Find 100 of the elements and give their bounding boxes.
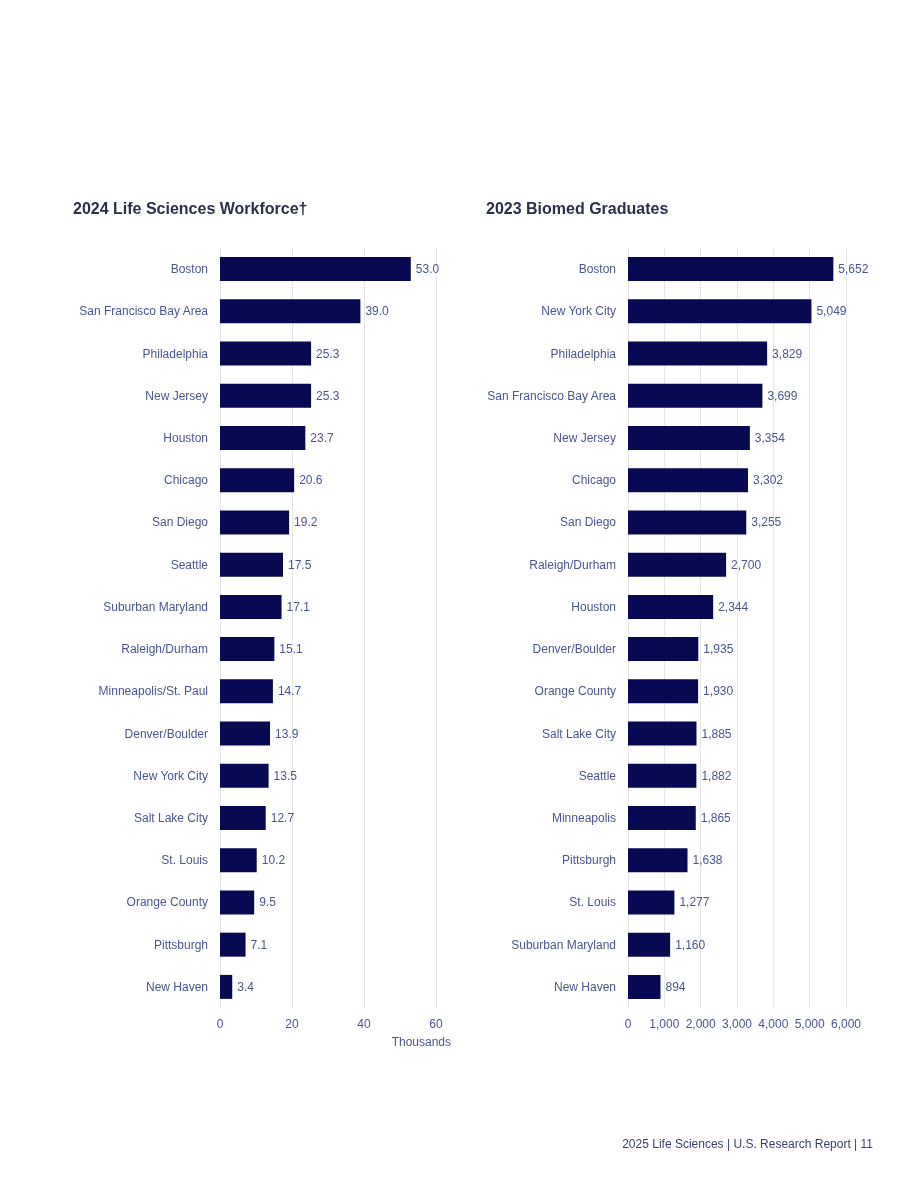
bar (220, 426, 306, 450)
bar (220, 341, 312, 366)
data-label: 1,638 (692, 853, 723, 868)
data-label: 19.2 (294, 515, 318, 530)
bar (628, 426, 750, 450)
bar (628, 721, 697, 746)
bar (628, 637, 699, 662)
bar (628, 890, 675, 915)
y-tick-label: Seattle (170, 557, 209, 572)
data-label: 1,160 (675, 937, 706, 952)
y-tick-label: New Haven (145, 979, 208, 994)
bar (220, 721, 271, 746)
bar (628, 468, 748, 493)
x-tick-label: 0 (216, 1017, 224, 1031)
bar (628, 806, 696, 830)
y-tick-label: Pittsburgh (561, 853, 616, 868)
y-tick-label: Houston (571, 599, 616, 614)
data-label: 1,930 (703, 684, 734, 699)
bar (220, 510, 290, 535)
data-label: 1,865 (700, 811, 732, 825)
data-label: 2,700 (731, 557, 762, 572)
bar (220, 468, 295, 493)
y-tick-label: Denver/Boulder (124, 726, 208, 741)
y-tick-label: New Jersey (553, 431, 616, 445)
data-label: 5,652 (838, 262, 869, 277)
bar (220, 932, 246, 957)
chart-title: 2024 Life Sciences Workforce† (73, 199, 308, 217)
data-label: 25.3 (316, 388, 340, 403)
bar (220, 763, 269, 788)
y-tick-label: Seattle (578, 768, 617, 783)
data-label: 13.5 (273, 768, 298, 783)
data-label: 15.1 (279, 642, 304, 657)
bar (220, 890, 255, 915)
y-tick-label: St. Louis (569, 895, 616, 910)
x-tick-label: 3,000 (721, 1017, 753, 1031)
bar (220, 299, 361, 324)
data-label: 25.3 (316, 346, 340, 361)
data-label: 12.7 (270, 811, 295, 825)
bar (220, 974, 233, 999)
data-label: 894 (665, 979, 686, 994)
x-tick-label: 20 (285, 1017, 299, 1031)
bar (220, 679, 273, 704)
y-tick-label: New Haven (553, 979, 616, 994)
y-tick-label: Suburban Maryland (103, 599, 208, 614)
bar (628, 383, 763, 408)
bar (628, 510, 747, 535)
data-label: 3,354 (754, 431, 786, 445)
data-label: 39.0 (365, 304, 390, 319)
text: 2025 Life Sciences | U.S. Research Report | 11 (622, 1137, 874, 1151)
x-tick-label: 40 (357, 1017, 371, 1031)
data-label: 7.1 (250, 937, 268, 952)
y-tick-label: Boston (578, 262, 616, 277)
data-label: 23.7 (310, 431, 334, 445)
y-tick-label: San Francisco Bay Area (79, 304, 209, 319)
data-label: 3,829 (772, 346, 803, 361)
data-label: 17.1 (286, 599, 311, 614)
x-tick-label: 60 (429, 1017, 443, 1031)
y-tick-label: Minneapolis (551, 811, 616, 825)
y-tick-label: Orange County (534, 684, 616, 699)
bar (628, 552, 727, 577)
y-tick-label: Minneapolis/St. Paul (98, 684, 208, 699)
y-tick-label: Denver/Boulder (532, 642, 616, 657)
y-tick-label: San Francisco Bay Area (487, 388, 617, 403)
bar (220, 594, 282, 619)
y-tick-label: St. Louis (161, 853, 208, 868)
data-label: 13.9 (275, 726, 299, 741)
bar (628, 299, 812, 324)
bar (628, 763, 697, 788)
y-tick-label: San Diego (559, 515, 617, 530)
data-label: 1,885 (701, 726, 732, 741)
data-label: 17.5 (288, 557, 312, 572)
y-tick-label: Raleigh/Durham (121, 642, 208, 657)
x-axis-title: Thousands (391, 1035, 451, 1049)
y-tick-label: Salt Lake City (133, 811, 208, 825)
data-label: 3,302 (752, 473, 784, 488)
data-label: 10.2 (261, 853, 286, 868)
y-tick-label: San Diego (151, 515, 209, 530)
y-tick-label: Salt Lake City (541, 726, 616, 741)
y-tick-label: Raleigh/Durham (529, 557, 616, 572)
y-tick-label: New Jersey (145, 388, 208, 403)
bar (628, 257, 834, 282)
bar (628, 341, 768, 366)
bar (628, 848, 688, 873)
y-tick-label: Boston (170, 262, 208, 277)
y-tick-label: Philadelphia (550, 346, 617, 361)
data-label: 5,049 (816, 304, 847, 319)
bar (220, 257, 411, 282)
x-tick-label: 6,000 (830, 1017, 862, 1031)
data-label: 3,255 (751, 515, 782, 530)
bar (220, 552, 283, 577)
data-label: 1,882 (701, 768, 732, 783)
x-tick-label: 1,000 (649, 1017, 680, 1031)
bar (628, 594, 714, 619)
bar (628, 679, 699, 704)
y-tick-label: New York City (133, 768, 208, 783)
data-label: 2,344 (718, 599, 749, 614)
x-tick-label: 2,000 (685, 1017, 717, 1031)
data-label: 3.4 (237, 979, 255, 994)
y-tick-label: Chicago (571, 473, 617, 488)
data-label: 9.5 (259, 895, 277, 910)
